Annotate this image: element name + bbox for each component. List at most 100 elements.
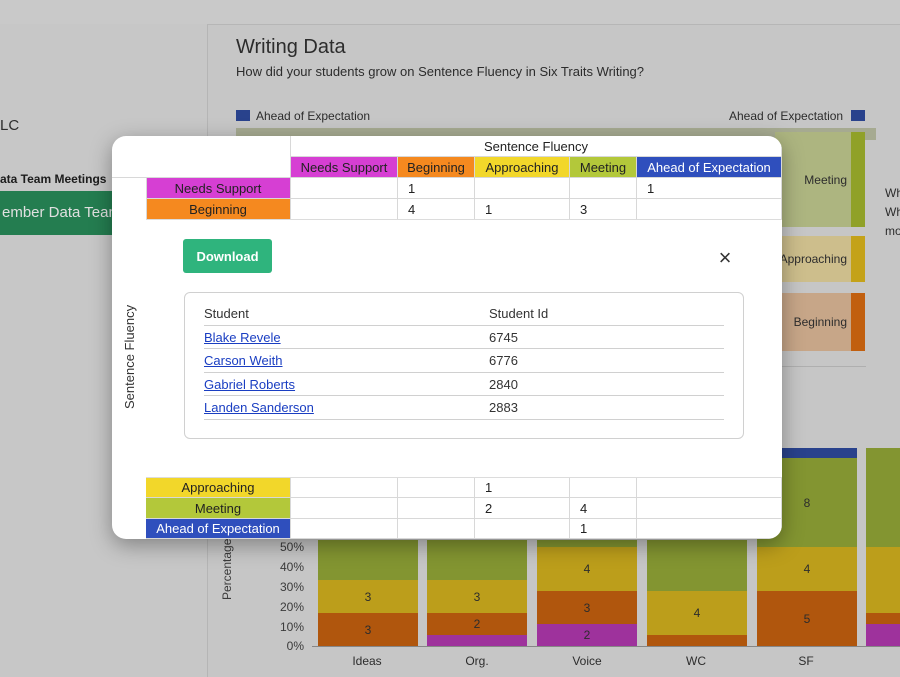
row-header-ahead: Ahead of Expectation <box>146 519 291 539</box>
close-icon[interactable]: × <box>718 245 732 270</box>
pivot-cell[interactable] <box>291 477 398 498</box>
bar-segment <box>866 448 900 547</box>
member-data-team-button[interactable]: ember Data Team <box>0 191 132 235</box>
x-label: Ideas <box>352 654 382 668</box>
row-header-approaching: Approaching <box>146 477 291 498</box>
row-divider <box>204 325 724 326</box>
bar-segment: 3 <box>318 613 418 646</box>
page-subtitle: How did your students grow on Sentence F… <box>236 64 645 79</box>
pivot-cell[interactable]: 4 <box>570 498 637 519</box>
bar-segment <box>537 540 637 547</box>
x-axis <box>312 646 900 647</box>
top-bar <box>0 0 900 25</box>
bar-segment: 5 <box>757 591 857 646</box>
bar-segment <box>427 635 527 646</box>
sankey-node-beginning[interactable]: Beginning <box>775 293 853 351</box>
side-text-1: Wh <box>885 186 900 200</box>
pivot-cell[interactable] <box>291 199 398 220</box>
pivot-cell[interactable] <box>637 199 782 220</box>
bar-segment: 4 <box>757 547 857 591</box>
pivot-cell[interactable] <box>475 519 570 539</box>
pivot-cell[interactable] <box>570 477 637 498</box>
bar-segment <box>757 448 857 458</box>
pivot-cell[interactable]: 1 <box>570 519 637 539</box>
pivot-cell[interactable]: 2 <box>475 498 570 519</box>
pivot-cell[interactable] <box>637 477 782 498</box>
bar-segment: 4 <box>537 547 637 591</box>
row-header-meeting: Meeting <box>146 498 291 519</box>
page-title: Writing Data <box>236 36 346 58</box>
row-header-beginning: Beginning <box>146 199 291 220</box>
bar-segment <box>866 613 900 624</box>
student-id: 6776 <box>489 353 518 368</box>
bar-segment <box>427 540 527 580</box>
row-divider <box>204 348 724 349</box>
sankey-right-label: Ahead of Expectation <box>729 109 844 123</box>
pivot-cell[interactable] <box>398 498 475 519</box>
pivot-cell[interactable] <box>475 178 570 199</box>
bar-segment: 2 <box>427 613 527 635</box>
side-text-3: mo <box>885 224 900 238</box>
student-link[interactable]: Landen Sanderson <box>204 400 314 415</box>
sankey-node-approaching[interactable]: Approaching <box>775 236 853 282</box>
bar-segment: 4 <box>647 591 747 635</box>
bar-segment <box>647 635 747 646</box>
pivot-cell[interactable]: 1 <box>637 178 782 199</box>
sankey-right-swatch <box>851 110 865 121</box>
pivot-cell[interactable] <box>637 498 782 519</box>
pivot-cell[interactable] <box>291 498 398 519</box>
student-id: 2840 <box>489 377 518 392</box>
ytick: 50% <box>279 540 304 554</box>
sankey-node-meeting[interactable]: Meeting <box>775 132 853 227</box>
student-link[interactable]: Gabriel Roberts <box>204 377 296 392</box>
col-header-approaching: Approaching <box>475 157 570 178</box>
ytick: 0% <box>286 639 304 653</box>
bar-segment <box>866 624 900 646</box>
sankey-left-label: Ahead of Expectation <box>256 109 371 123</box>
data-team-meetings-label: ata Team Meetings <box>0 172 107 186</box>
sankey-bar-beginning <box>851 293 865 351</box>
pivot-cell[interactable]: 1 <box>475 199 570 220</box>
pivot-cell[interactable]: 1 <box>475 477 570 498</box>
x-label: SF <box>798 654 814 668</box>
ytick: 40% <box>279 560 304 574</box>
student-list-modal: Download × Student Student Id Blake Reve… <box>146 219 782 478</box>
left-panel-text: LC <box>0 117 20 134</box>
bar-segment <box>647 540 747 591</box>
student-id: 2883 <box>489 400 518 415</box>
col-header-beginning: Beginning <box>398 157 475 178</box>
column-header-student: Student <box>204 306 249 321</box>
bar-segment: 3 <box>537 591 637 624</box>
bar-segment: 3 <box>318 580 418 613</box>
row-divider <box>204 419 724 420</box>
pivot-cell[interactable]: 1 <box>398 178 475 199</box>
bar-segment: 2 <box>537 624 637 646</box>
pivot-cell[interactable] <box>570 178 637 199</box>
sankey-bar-meeting <box>851 132 865 227</box>
pivot-cell[interactable]: 4 <box>398 199 475 220</box>
x-label: WC <box>686 654 706 668</box>
row-divider <box>204 372 724 373</box>
pivot-cell[interactable]: 3 <box>570 199 637 220</box>
sankey-bar-approaching <box>851 236 865 282</box>
col-header-meeting: Meeting <box>570 157 637 178</box>
side-text-2: Wh <box>885 205 900 219</box>
pivot-cell[interactable] <box>637 519 782 539</box>
divider <box>775 366 866 367</box>
pivot-cell[interactable] <box>291 178 398 199</box>
pivot-cell[interactable] <box>291 519 398 539</box>
row-axis-title: Sentence Fluency <box>122 304 137 409</box>
student-id: 6745 <box>489 330 518 345</box>
download-button[interactable]: Download <box>183 239 272 273</box>
x-label: Org. <box>465 654 489 668</box>
pivot-cell[interactable] <box>398 519 475 539</box>
row-divider <box>204 395 724 396</box>
row-header-needs-support: Needs Support <box>146 178 291 199</box>
x-label: Voice <box>572 654 602 668</box>
pivot-cell[interactable] <box>398 477 475 498</box>
student-link[interactable]: Blake Revele <box>204 330 281 345</box>
student-link[interactable]: Carson Weith <box>204 353 283 368</box>
student-table: Student Student Id Blake Revele 6745 Car… <box>184 292 744 439</box>
pivot-corner <box>112 136 291 178</box>
sankey-left-swatch <box>236 110 250 121</box>
